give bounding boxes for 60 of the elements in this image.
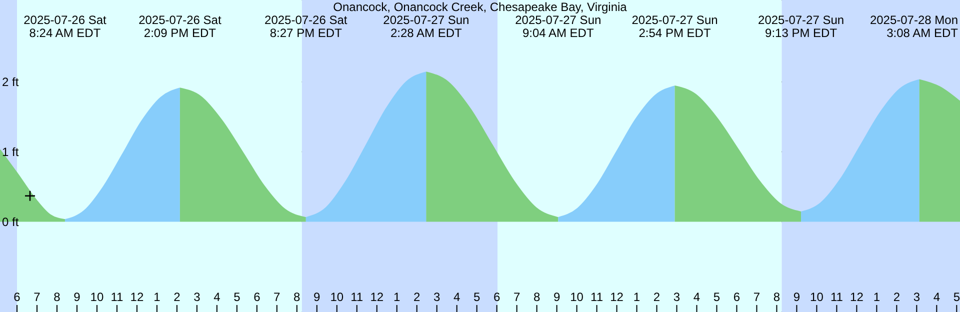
x-tick-label: 9 [793,290,800,304]
x-tick-label: 11 [590,290,604,304]
chart-title: Onancock, Onancock Creek, Chesapeake Bay, Virginia [332,0,628,14]
x-tick-label: 11 [350,290,364,304]
x-tick-label: 8 [294,290,301,304]
x-tick-label: 5 [953,290,960,304]
x-tick-label: 7 [753,290,760,304]
x-tick-label: 6 [493,290,500,304]
x-tick-label: 7 [34,290,41,304]
x-tick-label: 4 [693,290,700,304]
x-tick-label: 11 [830,290,844,304]
x-tick-label: 3 [673,290,680,304]
x-tick-label: 2 [414,290,421,304]
x-tick-label: 10 [90,290,104,304]
x-tick-label: 3 [434,290,441,304]
x-tick-label: 2 [174,290,181,304]
y-tick-label: 1 ft [2,144,20,159]
x-tick-label: 1 [154,290,161,304]
x-tick-label: 4 [214,290,221,304]
x-tick-label: 5 [713,290,720,304]
x-tick-label: 9 [314,290,321,304]
x-tick-label: 12 [610,290,624,304]
x-tick-label: 8 [54,290,61,304]
x-tick-label: 2 [893,290,900,304]
x-tick-label: 7 [274,290,281,304]
x-tick-label: 5 [473,290,480,304]
x-tick-label: 1 [873,290,880,304]
x-tick-label: 3 [194,290,201,304]
x-tick-label: 10 [570,290,584,304]
y-tick-label: 2 ft [2,74,20,89]
annotation: 2025-07-27 Sun 9:04 AM EDT [515,13,602,40]
x-tick-label: 11 [110,290,124,304]
x-tick-label: 9 [74,290,81,304]
x-tick-label: 1 [394,290,401,304]
x-tick-label: 3 [913,290,920,304]
x-tick-label: 9 [553,290,560,304]
x-tick-label: 6 [14,290,21,304]
annotation: 2025-07-27 Sun 2:54 PM EDT [632,13,718,40]
x-tick-label: 8 [773,290,780,304]
x-tick-label: 8 [533,290,540,304]
x-tick-label: 4 [933,290,940,304]
x-tick-label: 7 [513,290,520,304]
x-tick-label: 10 [330,290,344,304]
x-tick-label: 2 [653,290,660,304]
annotation: 2025-07-26 Sat 2:09 PM EDT [138,13,222,40]
x-tick-label: 12 [850,290,864,304]
x-tick-label: 6 [254,290,261,304]
y-tick-label: 0 ft [2,214,20,229]
x-tick-label: 1 [633,290,640,304]
x-tick-label: 12 [130,290,144,304]
annotation: 2025-07-26 Sat 8:24 AM EDT [24,13,108,40]
x-tick-label: 5 [234,290,241,304]
annotation: 2025-07-26 Sat 8:27 PM EDT [264,13,348,40]
x-tick-label: 12 [370,290,384,304]
annotation: 2025-07-27 Sun 9:13 PM EDT [758,13,844,40]
x-tick-label: 6 [733,290,740,304]
annotation: 2025-07-28 Mon 3:08 AM EDT [870,13,959,40]
x-tick-label: 4 [454,290,460,304]
annotation: 2025-07-27 Sun 2:28 AM EDT [383,13,470,40]
x-tick-label: 10 [810,290,824,304]
